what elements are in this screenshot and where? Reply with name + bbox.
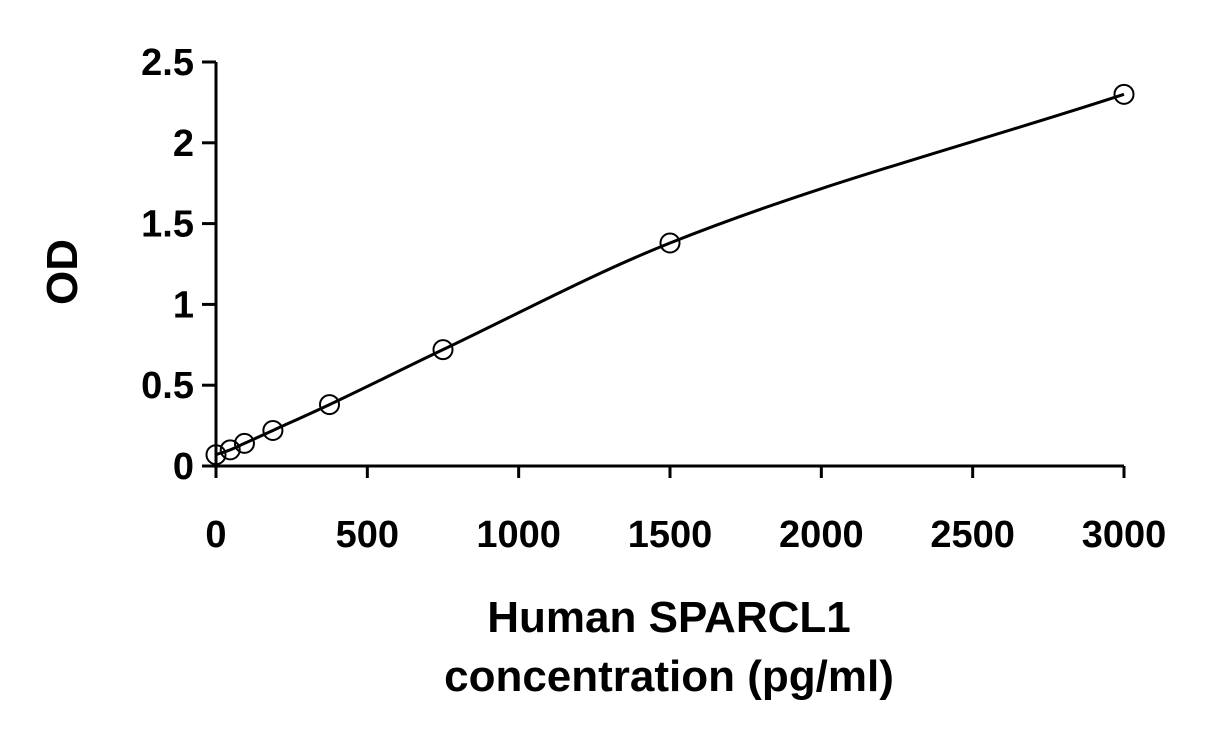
data-point	[659, 232, 681, 254]
data-point	[1113, 83, 1135, 105]
x-tick-label: 500	[336, 514, 399, 556]
x-tick-label: 1000	[476, 514, 561, 556]
labels-layer: 0 0.5 1 1.5 2 2.5 0 500 1000 1500 2000 2500 3000 OD Hu…	[38, 42, 1166, 701]
y-tick-label: 2.5	[141, 42, 194, 84]
x-tick-label: 3000	[1082, 514, 1167, 556]
y-tick-label: 1	[173, 284, 194, 326]
x-tick-label: 2500	[930, 514, 1015, 556]
x-axis-title-line: concentration (pg/ml)	[444, 652, 894, 701]
x-tick-label: 0	[205, 514, 226, 556]
y-tick-label: 0	[173, 446, 194, 488]
data-point	[219, 439, 241, 461]
data-point	[432, 339, 454, 361]
axes	[202, 60, 1126, 478]
y-tick-label: 1.5	[141, 204, 194, 246]
fit-curve	[215, 92, 1125, 457]
data-point	[319, 394, 340, 416]
y-axis-title: OD	[38, 239, 87, 305]
y-tick-label: 0.5	[141, 365, 194, 407]
data-points-layer	[205, 83, 1135, 466]
x-tick-label: 1500	[628, 514, 713, 556]
x-axis-title-line: Human SPARCL1	[487, 593, 850, 642]
y-tick-label: 2	[173, 123, 194, 165]
data-point	[262, 419, 284, 441]
data-point	[205, 444, 227, 466]
fit-curve-layer	[215, 92, 1125, 457]
data-point	[233, 432, 255, 454]
x-tick-label: 2000	[779, 514, 864, 556]
